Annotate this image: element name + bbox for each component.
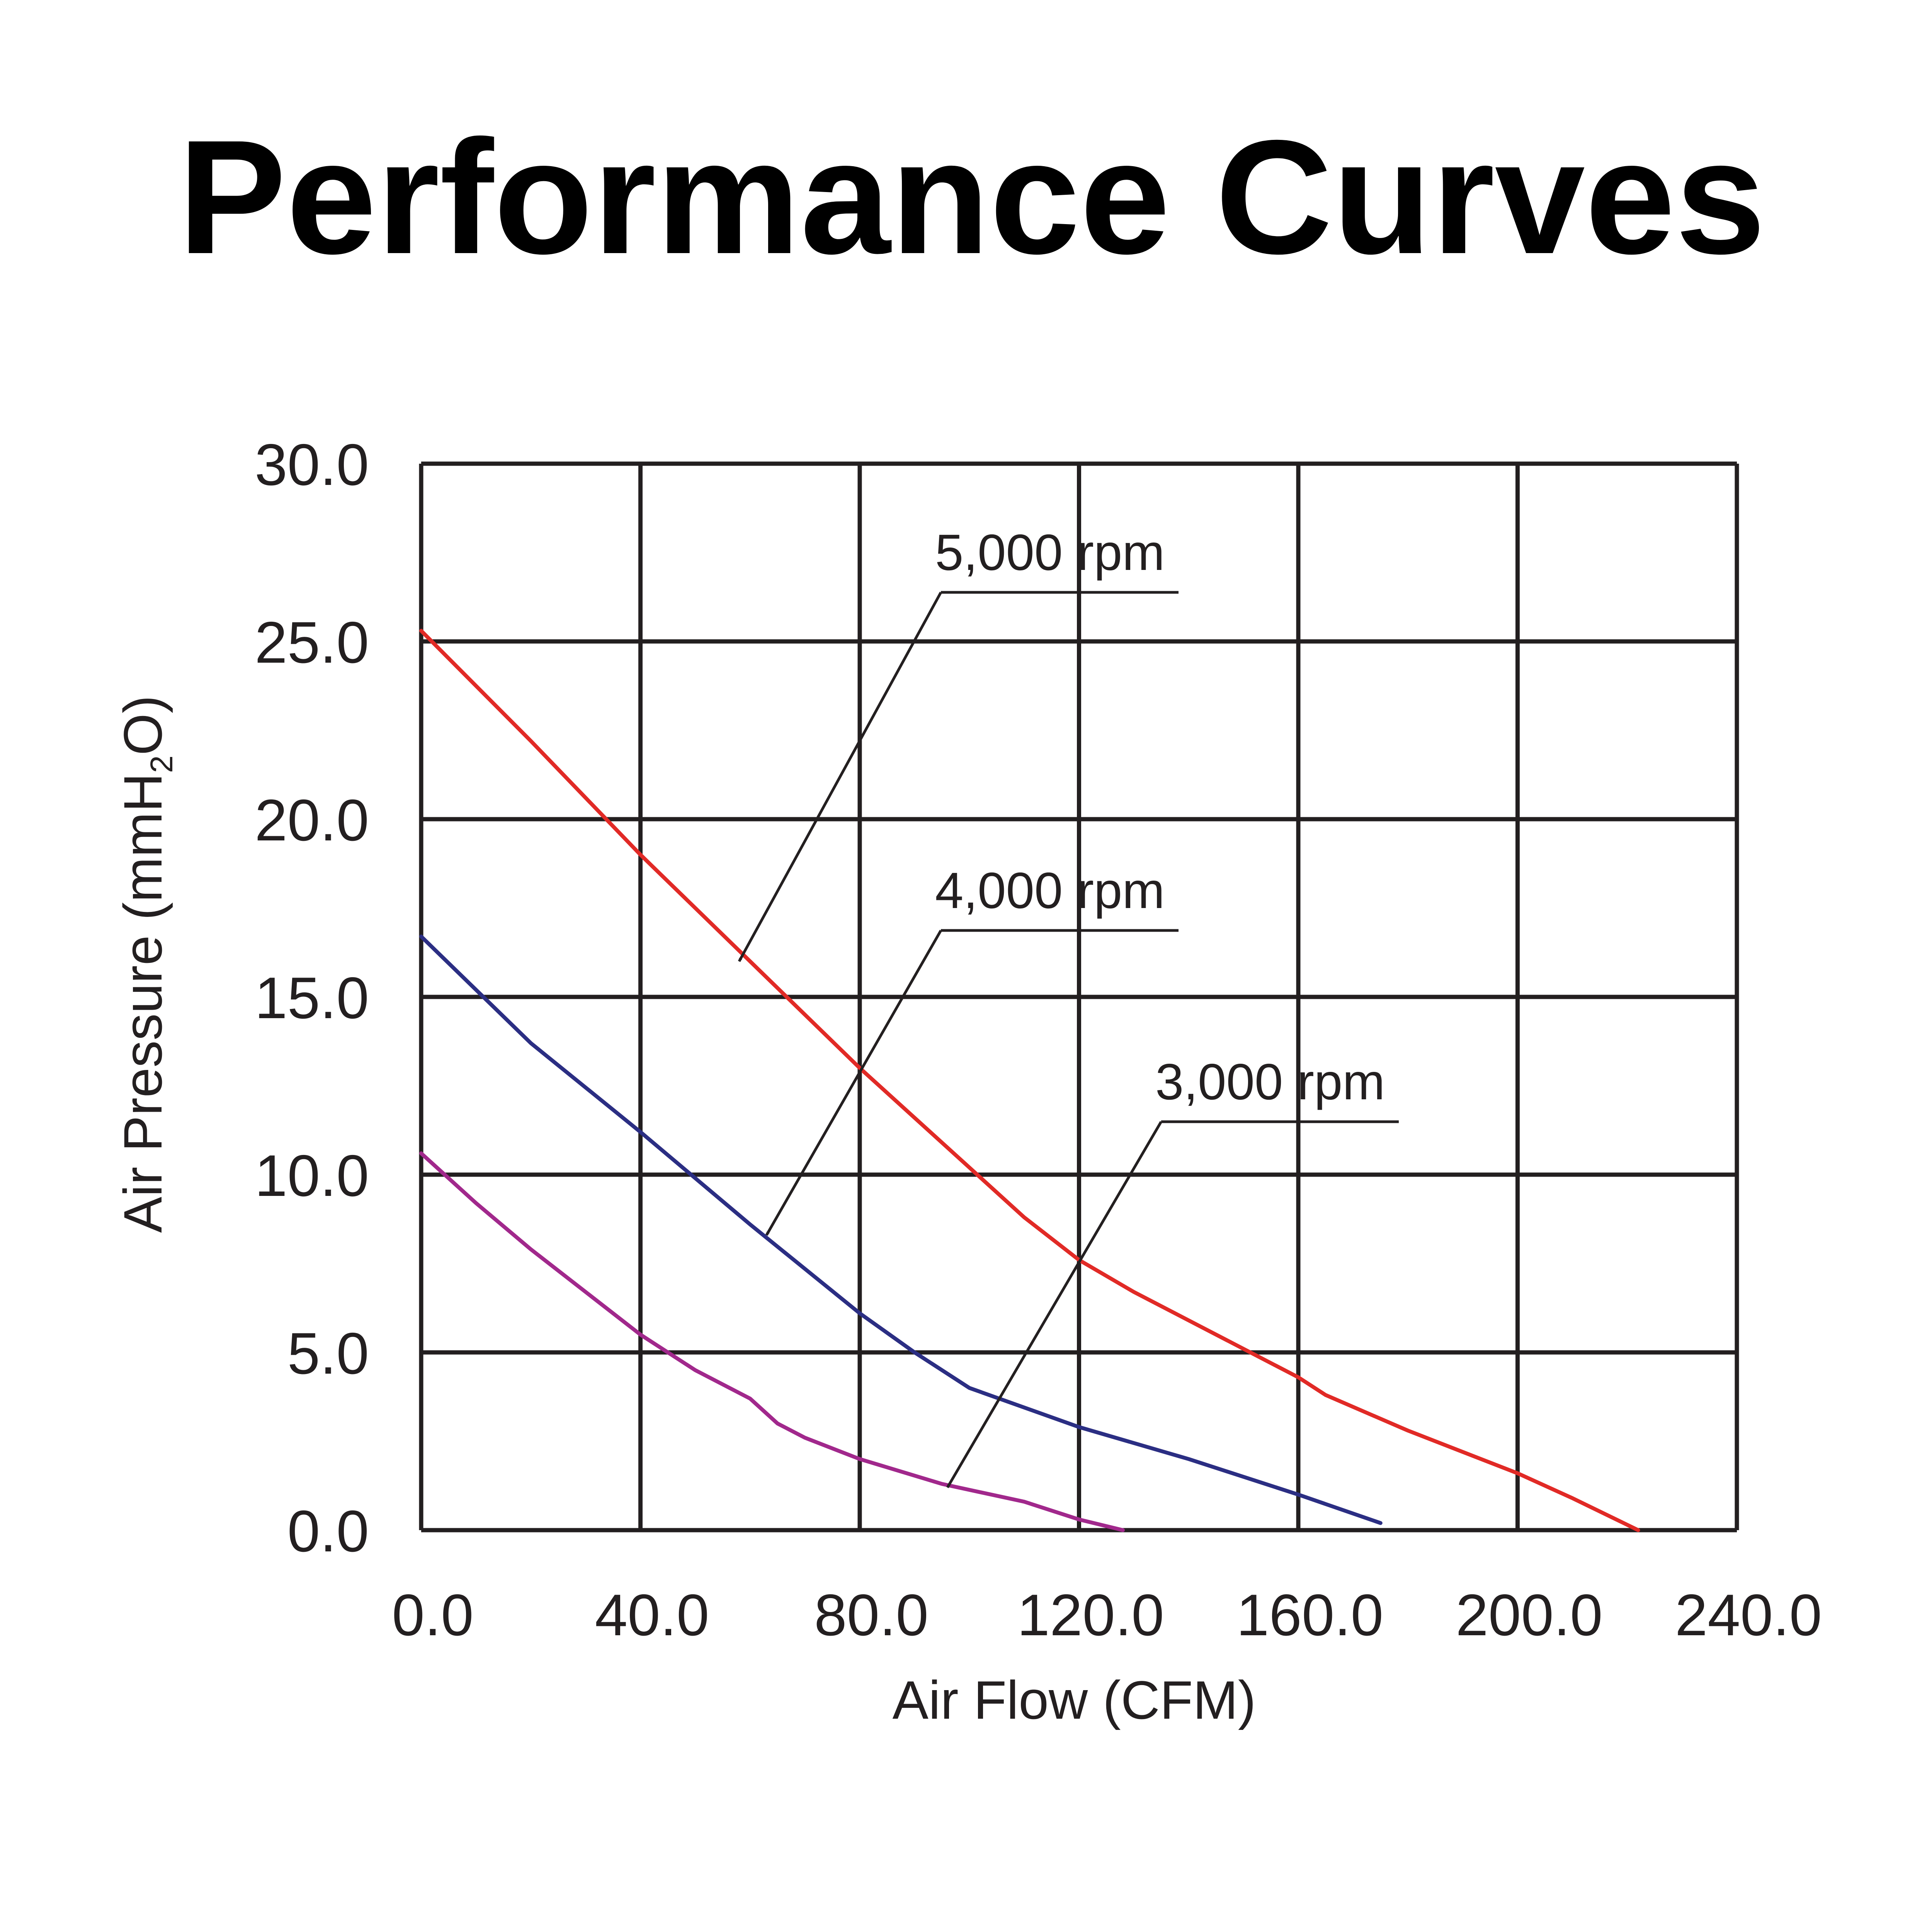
x-tick-label: 80.0 <box>814 1582 929 1648</box>
y-tick-label: 30.0 <box>255 432 369 498</box>
x-tick-label: 120.0 <box>1017 1582 1164 1648</box>
series-annotation-label: 3,000 rpm <box>1155 1053 1385 1110</box>
x-tick-label: 240.0 <box>1675 1582 1822 1648</box>
annotation-arrow <box>765 930 942 1236</box>
annotation-arrow <box>946 1121 1163 1488</box>
x-axis-title: Air Flow (CFM) <box>893 1670 1256 1730</box>
y-tick-label: 15.0 <box>255 965 369 1031</box>
y-tick-label: 20.0 <box>255 787 369 853</box>
x-tick-label: 40.0 <box>595 1582 709 1648</box>
series-line <box>419 934 1383 1525</box>
y-tick-labels: 0.0 5.0 10.0 15.0 20.0 25.0 30.0 <box>255 432 369 1564</box>
chart-title: Performance Curves <box>178 107 1766 288</box>
x-tick-label: 160.0 <box>1236 1582 1383 1648</box>
series-line <box>419 629 1640 1532</box>
y-axis-title-subscript: 2 <box>144 755 179 773</box>
series-annotation-label: 5,000 rpm <box>935 524 1165 581</box>
y-axis-title-suffix: O) <box>112 695 173 755</box>
y-tick-label: 5.0 <box>287 1321 369 1386</box>
x-tick-label: 200.0 <box>1456 1582 1602 1648</box>
y-tick-label: 10.0 <box>255 1143 369 1209</box>
plot-grid <box>419 461 1739 1532</box>
series-line <box>419 1151 1125 1532</box>
x-tick-labels: 0.0 40.0 80.0 120.0 160.0 200.0 240.0 <box>392 1582 1822 1648</box>
y-tick-label: 0.0 <box>287 1498 369 1564</box>
series-layer <box>419 629 1640 1532</box>
annotation-layer: 5,000 rpm 4,000 rpm 3,000 rpm <box>738 524 1399 1488</box>
y-axis-title-main: Air Pressure (mmH <box>112 773 173 1233</box>
y-axis-title: Air Pressure (mmH2O) <box>112 695 179 1233</box>
x-tick-label: 0.0 <box>392 1582 473 1648</box>
y-tick-label: 25.0 <box>255 610 369 675</box>
series-annotation-label: 4,000 rpm <box>935 862 1165 919</box>
annotation-arrow <box>738 592 942 962</box>
